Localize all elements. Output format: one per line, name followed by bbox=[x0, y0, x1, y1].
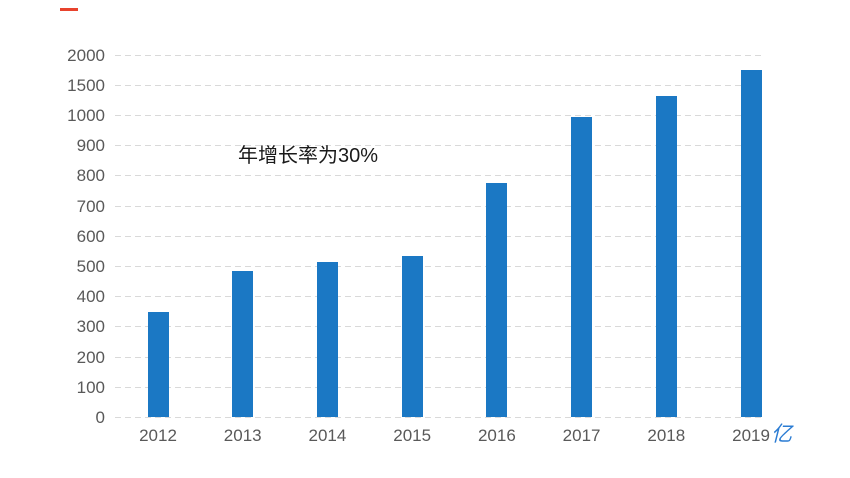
gridline bbox=[115, 54, 762, 56]
y-unit-label: 亿 bbox=[771, 423, 792, 446]
gridline bbox=[115, 235, 762, 237]
y-tick-label: 1000 bbox=[67, 106, 105, 125]
bar-2014 bbox=[316, 261, 338, 418]
bar-2013 bbox=[232, 271, 254, 418]
x-tick-label: 2016 bbox=[477, 426, 516, 445]
y-tick-label: 2000 bbox=[67, 45, 105, 65]
y-tick-label: 900 bbox=[76, 136, 105, 156]
gridline bbox=[115, 326, 762, 328]
y-tick-label: 300 bbox=[76, 317, 105, 337]
x-tick-label: 2013 bbox=[223, 426, 262, 445]
y-tick-label: 100 bbox=[76, 377, 105, 397]
gridline bbox=[115, 175, 762, 177]
gridline bbox=[115, 266, 762, 267]
bar-2015 bbox=[401, 255, 423, 418]
bar-2017 bbox=[571, 117, 593, 418]
growth-rate-annotation: 年增长率为30% bbox=[238, 145, 379, 167]
gridline bbox=[115, 356, 762, 358]
gridline bbox=[115, 417, 762, 418]
bar-2018 bbox=[655, 95, 677, 418]
y-tick-label: 0 bbox=[95, 408, 105, 427]
x-tick-label: 2019 bbox=[732, 426, 770, 445]
gridline bbox=[115, 296, 762, 298]
gridline bbox=[115, 386, 762, 388]
y-tick-label: 400 bbox=[76, 287, 105, 307]
gridline bbox=[115, 145, 762, 147]
gridline bbox=[115, 84, 762, 86]
x-tick-label: 2017 bbox=[562, 426, 601, 445]
y-tick-label: 1500 bbox=[67, 75, 105, 95]
x-tick-label: 2018 bbox=[647, 426, 686, 445]
gridline bbox=[115, 205, 762, 207]
y-tick-label: 200 bbox=[76, 347, 105, 367]
y-tick-label: 800 bbox=[76, 166, 105, 186]
bar-2016 bbox=[486, 183, 508, 418]
x-tick-label: 2015 bbox=[393, 426, 432, 445]
y-tick-label: 600 bbox=[76, 226, 105, 246]
y-tick-label: 500 bbox=[76, 257, 105, 276]
gridline bbox=[115, 115, 762, 116]
bar-2012 bbox=[147, 311, 169, 418]
x-tick-label: 2014 bbox=[308, 426, 347, 445]
y-tick-label: 700 bbox=[76, 196, 105, 216]
red-dash-mark bbox=[60, 8, 78, 11]
x-tick-label: 2012 bbox=[139, 426, 177, 445]
bar-2019 bbox=[740, 69, 762, 418]
